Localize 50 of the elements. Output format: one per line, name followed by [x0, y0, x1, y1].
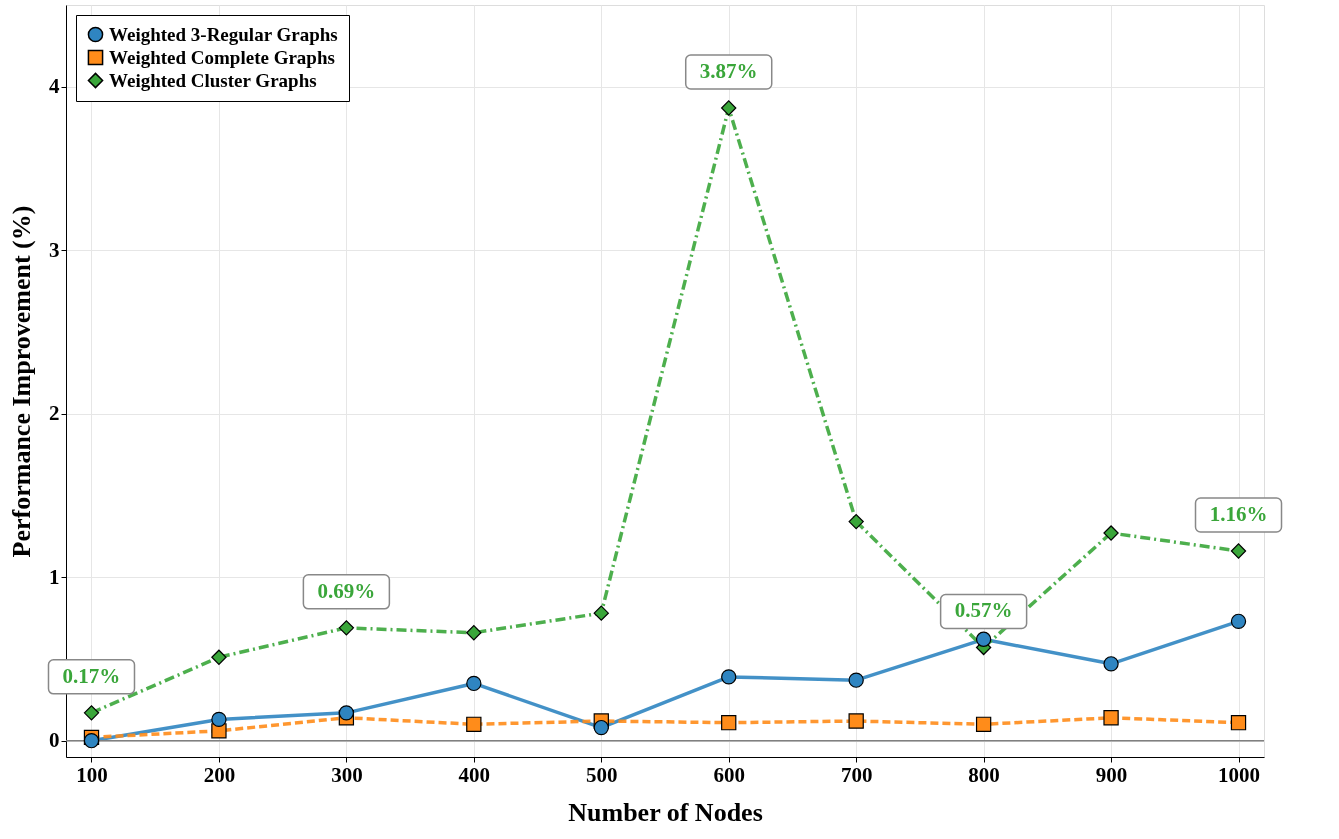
- x-tick-label: 800: [968, 762, 1000, 787]
- y-axis-title: Performance Improvement (%): [7, 205, 36, 558]
- point: [1103, 525, 1119, 541]
- x-tick-label: 300: [331, 762, 363, 787]
- point: [848, 672, 864, 688]
- point: [721, 715, 737, 731]
- point: [721, 669, 737, 685]
- x-tick-label: 100: [76, 762, 108, 787]
- point: [1103, 656, 1119, 672]
- annotation: 1.16%: [1209, 502, 1268, 527]
- annotation: 0.69%: [317, 578, 376, 603]
- point: [338, 705, 355, 721]
- x-tick-label: 700: [840, 762, 873, 787]
- legend-label: Weighted Complete Graphs: [109, 46, 335, 68]
- point: [848, 513, 864, 530]
- x-tick-label: 1000: [1218, 762, 1261, 787]
- legend-label: Weighted Cluster Graphs: [109, 69, 317, 91]
- x-axis-title: Number of Nodes: [568, 797, 763, 827]
- x-tick-label: 600: [713, 762, 745, 787]
- point: [83, 705, 100, 721]
- point: [975, 716, 992, 732]
- point: [211, 711, 227, 728]
- annotation: 0.57%: [954, 598, 1013, 623]
- x-tick-label: 200: [203, 762, 236, 787]
- point: [83, 733, 100, 749]
- annotation: 0.17%: [62, 663, 121, 688]
- point: [1103, 710, 1119, 726]
- point: [721, 100, 737, 116]
- point: [975, 631, 992, 647]
- x-tick-label: 400: [458, 762, 491, 787]
- point: [338, 620, 355, 636]
- point: [466, 625, 482, 641]
- y-tick-label: 4: [49, 74, 60, 99]
- x-tick-label: 900: [1095, 762, 1128, 787]
- x-tick-label: 500: [586, 762, 618, 787]
- point: [848, 713, 864, 729]
- point: [211, 649, 227, 665]
- y-tick-label: 1: [49, 564, 60, 589]
- y-tick-label: 2: [49, 401, 60, 426]
- point: [1230, 543, 1247, 559]
- y-tick-label: 0: [49, 728, 60, 753]
- point: [1230, 715, 1247, 731]
- point: [466, 716, 482, 732]
- legend-label: Weighted 3-Regular Graphs: [109, 23, 338, 45]
- point: [466, 675, 482, 692]
- y-tick-label: 3: [49, 237, 60, 262]
- point: [1230, 613, 1247, 629]
- point: [593, 719, 609, 736]
- point: [593, 605, 609, 621]
- annotation: 3.87%: [699, 58, 758, 83]
